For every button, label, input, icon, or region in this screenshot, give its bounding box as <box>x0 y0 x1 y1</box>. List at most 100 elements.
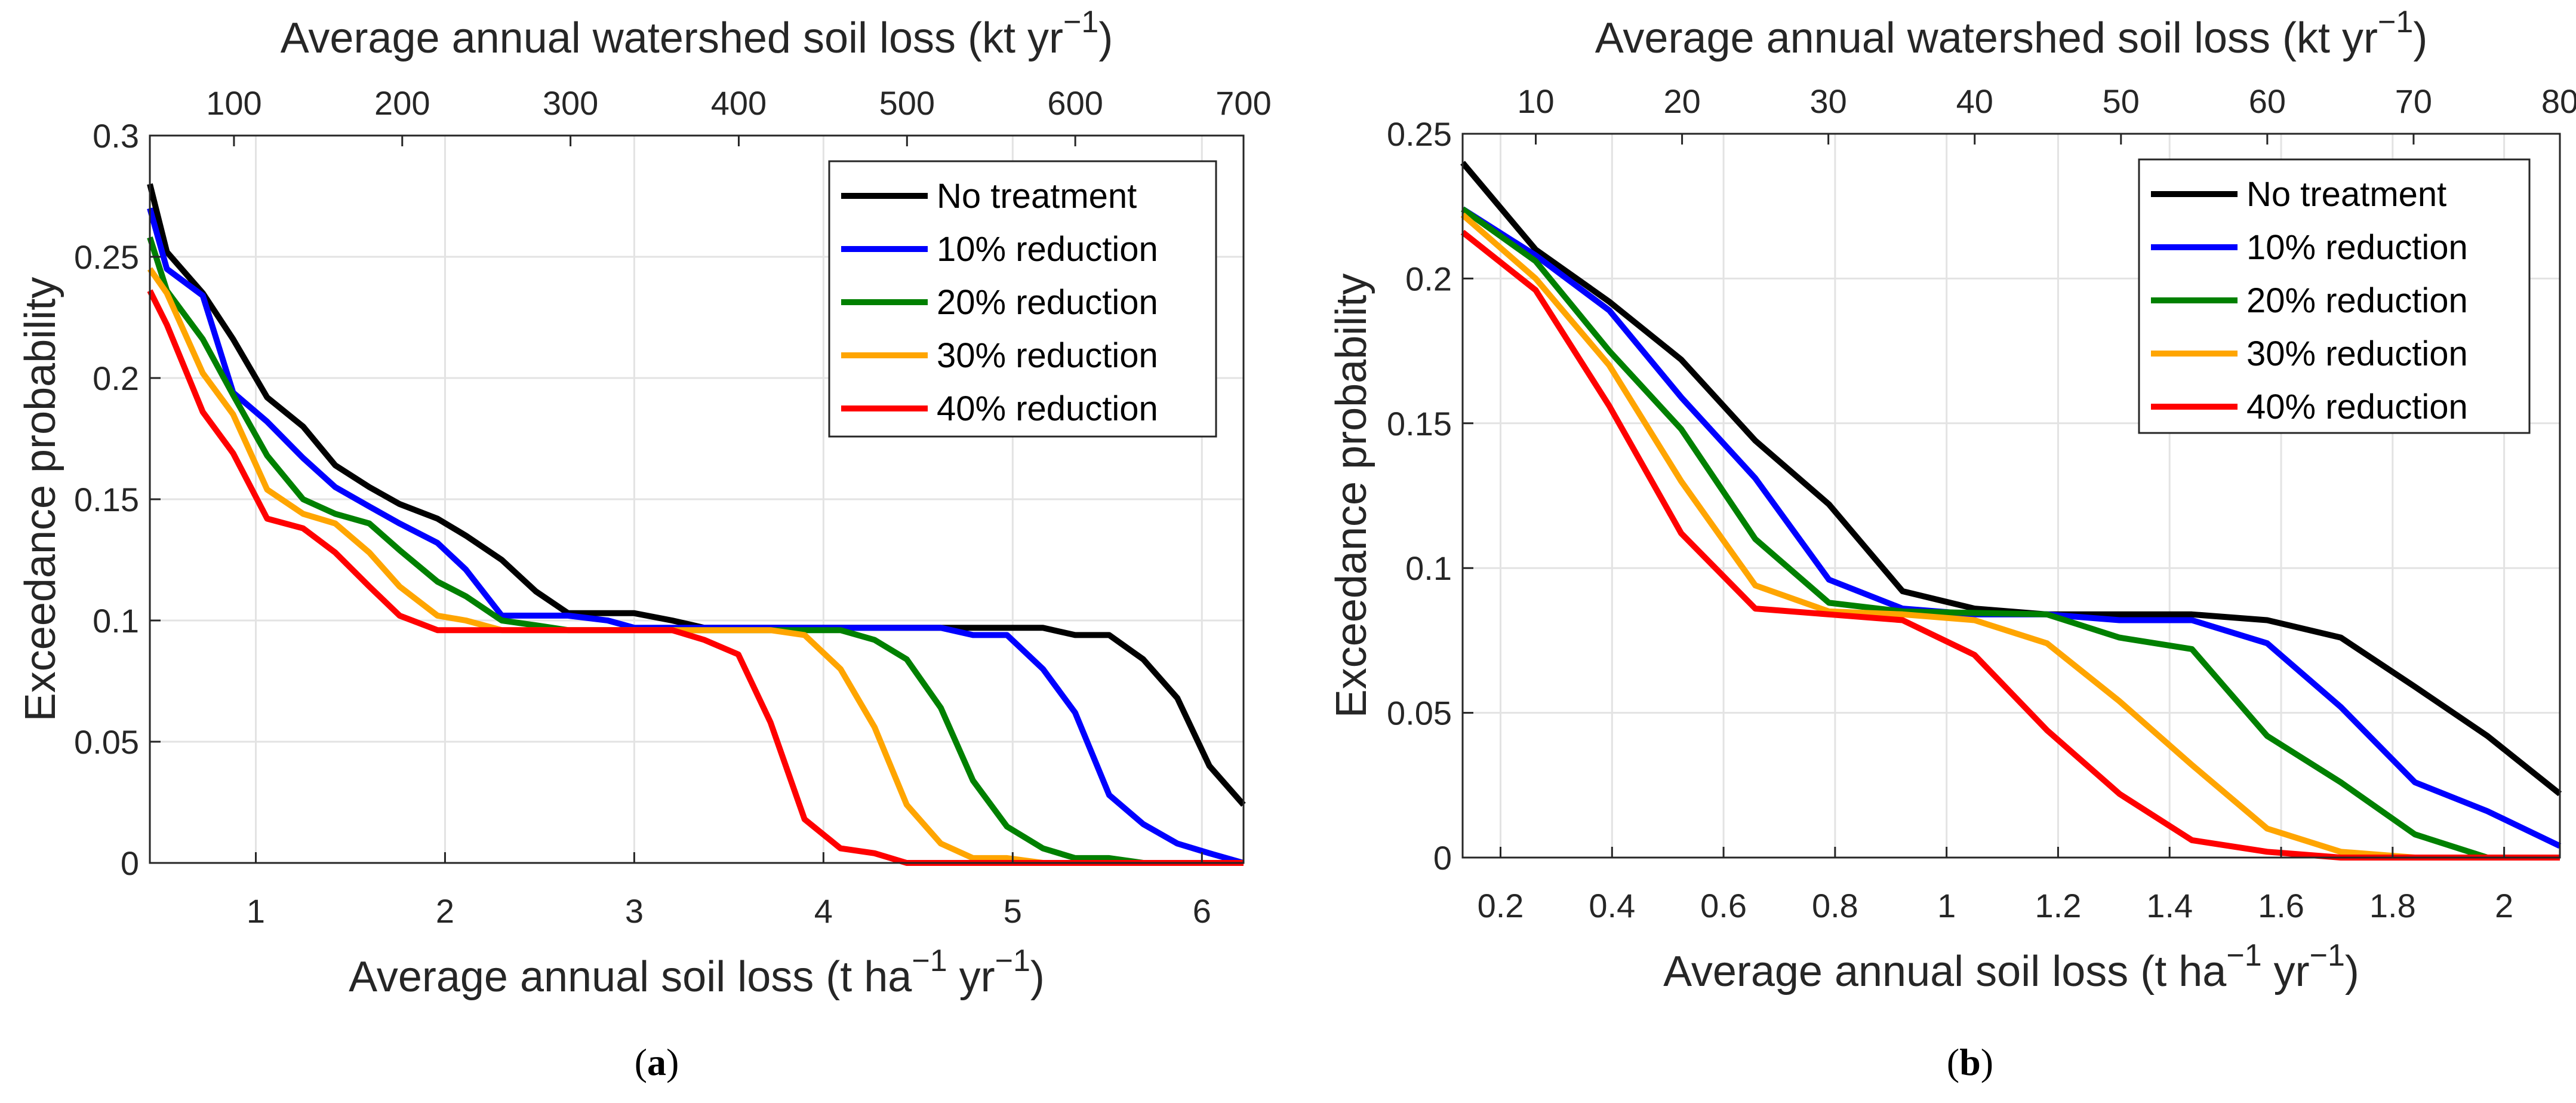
legend-box <box>828 160 1217 438</box>
x2-axis-label-superscript: −1 <box>1063 5 1098 39</box>
x-tick-label: 4 <box>814 892 833 930</box>
panel-label-letter: b <box>1959 1041 1981 1083</box>
x-axis-label-superscript: −1 <box>2310 938 2345 973</box>
legend-item: No treatment <box>2151 175 2446 214</box>
x-axis-label-superscript: −1 <box>995 944 1030 978</box>
legend-label: 40% reduction <box>937 389 1158 428</box>
x-tick-label: 0.6 <box>1700 887 1747 924</box>
series-line-no-treatment <box>147 183 1246 807</box>
legend-label: 40% reduction <box>2246 388 2468 426</box>
legend-box <box>2138 158 2531 434</box>
x-axis-label: Average annual soil loss (t ha−1 yr−1) <box>1663 938 2359 996</box>
legend-item: 30% reduction <box>2151 334 2468 373</box>
x-axis-label-superscript: −1 <box>912 944 947 978</box>
x2-tick-label: 40 <box>1956 82 1993 120</box>
x2-tick-label: 50 <box>2103 82 2140 120</box>
legend-label: No treatment <box>2246 175 2446 214</box>
legend-label: 10% reduction <box>2246 228 2468 267</box>
legend-item: 10% reduction <box>841 230 1158 269</box>
x-tick-label: 3 <box>625 892 644 930</box>
x-tick-label: 2 <box>2495 887 2513 924</box>
legend-label: 30% reduction <box>937 336 1158 375</box>
x2-tick-label: 200 <box>374 84 430 122</box>
x-axis-label-part: Average annual soil loss (t ha <box>1663 948 2227 996</box>
legend-item: No treatment <box>841 177 1137 216</box>
x2-axis-label-part: Average annual watershed soil loss (kt y… <box>281 14 1063 62</box>
y-tick-label: 0.15 <box>74 481 139 518</box>
y-tick-label: 0 <box>121 844 139 882</box>
x-tick-label: 1.6 <box>2258 887 2304 924</box>
x-axis-label: Average annual soil loss (t ha−1 yr−1) <box>349 944 1045 1001</box>
x2-axis-label-superscript: −1 <box>2378 5 2413 39</box>
legend-item: 40% reduction <box>2151 388 2468 426</box>
legend-item: 30% reduction <box>841 336 1158 375</box>
x2-axis-label: Average annual watershed soil loss (kt y… <box>281 5 1113 62</box>
x-tick-label: 1.8 <box>2369 887 2416 924</box>
legend-item: 20% reduction <box>841 283 1158 322</box>
x-axis-label-part: ) <box>1030 953 1045 1001</box>
legend-label: 20% reduction <box>937 283 1158 322</box>
chart-panel-b: 0.2 0.4 0.6 0.8 1 1.2 1.4 1.6 1.8 2 10 20 30 40 50 60 70… <box>1328 5 2576 1083</box>
series-line-10-reduction <box>147 207 1245 866</box>
legend-item: 10% reduction <box>2151 228 2468 267</box>
y-tick-label: 0.05 <box>1387 695 1452 732</box>
y-tick-label: 0.25 <box>1387 115 1452 153</box>
legend: No treatment 10% reduction 20% reduction 30… <box>828 160 1217 438</box>
y-axis-label: Exceedance probability <box>1328 274 1375 718</box>
panel-label-close: ) <box>1981 1041 1993 1083</box>
series-line-30-reduction <box>147 267 1244 866</box>
x-tick-label: 6 <box>1193 892 1211 930</box>
y-tick-label: 0.25 <box>74 238 139 276</box>
x2-tick-label: 30 <box>1810 82 1847 120</box>
x2-tick-label: 500 <box>879 84 935 122</box>
x-tick-label: 0.8 <box>1812 887 1858 924</box>
x-axis-label-part: Average annual soil loss (t ha <box>349 953 912 1001</box>
x-axis-label-part: yr <box>947 953 995 1001</box>
x-tick-label: 0.2 <box>1478 887 1524 924</box>
y-tick-label: 0.1 <box>1405 549 1452 587</box>
panel-label: (a) <box>635 1041 679 1083</box>
panel-label: (b) <box>1947 1041 1993 1083</box>
series-line-30-reduction <box>1460 212 2560 861</box>
panel-label-open: ( <box>635 1041 647 1083</box>
legend-label: 10% reduction <box>937 230 1158 269</box>
axes-box <box>1461 133 2561 859</box>
x2-tick-label: 10 <box>1517 82 1554 120</box>
x-tick-label: 1.2 <box>2035 887 2082 924</box>
x-tick-label: 0.4 <box>1589 887 1635 924</box>
series-line-40-reduction <box>1460 229 2560 861</box>
x2-tick-label: 70 <box>2395 82 2432 120</box>
x-axis-label-part: ) <box>2345 948 2359 996</box>
legend-label: No treatment <box>937 177 1137 216</box>
x2-tick-label: 600 <box>1047 84 1103 122</box>
panel-label-letter: a <box>647 1041 666 1083</box>
y-tick-label: 0 <box>1433 839 1452 877</box>
panel-label-close: ) <box>666 1041 679 1083</box>
legend-label: 30% reduction <box>2246 334 2468 373</box>
legend-item: 40% reduction <box>841 389 1158 428</box>
x2-axis-label: Average annual watershed soil loss (kt y… <box>1595 5 2428 62</box>
x2-axis-label-part: ) <box>2413 14 2427 62</box>
y-axis-label: Exceedance probability <box>17 277 64 721</box>
legend-item: 20% reduction <box>2151 281 2468 320</box>
legend-label: 20% reduction <box>2246 281 2468 320</box>
x-tick-label: 1 <box>1937 887 1956 924</box>
legend: No treatment 10% reduction 20% reduction 30… <box>2138 158 2531 434</box>
series-line-20-reduction <box>1461 206 2560 861</box>
x2-axis-label-part: Average annual watershed soil loss (kt y… <box>1595 14 2378 62</box>
x2-tick-label: 80 <box>2541 82 2576 120</box>
x2-tick-label: 400 <box>711 84 767 122</box>
x2-tick-label: 60 <box>2249 82 2286 120</box>
chart-panel-a: 1 2 3 4 5 6 100 200 300 400 500 600 700 0 0.05 0.1 0.15 0… <box>17 5 1272 1083</box>
y-tick-label: 0.1 <box>93 602 139 640</box>
y-tick-label: 0.15 <box>1387 405 1452 443</box>
y-tick-label: 0.2 <box>93 360 139 397</box>
series-line-no-treatment <box>1460 161 2562 797</box>
x-tick-label: 1 <box>247 892 265 930</box>
y-tick-label: 0.2 <box>1405 260 1452 297</box>
series-line-20-reduction <box>147 236 1244 866</box>
x2-tick-label: 300 <box>543 84 598 122</box>
x-axis-label-superscript: −1 <box>2226 938 2261 973</box>
panel-label-open: ( <box>1947 1041 1959 1083</box>
